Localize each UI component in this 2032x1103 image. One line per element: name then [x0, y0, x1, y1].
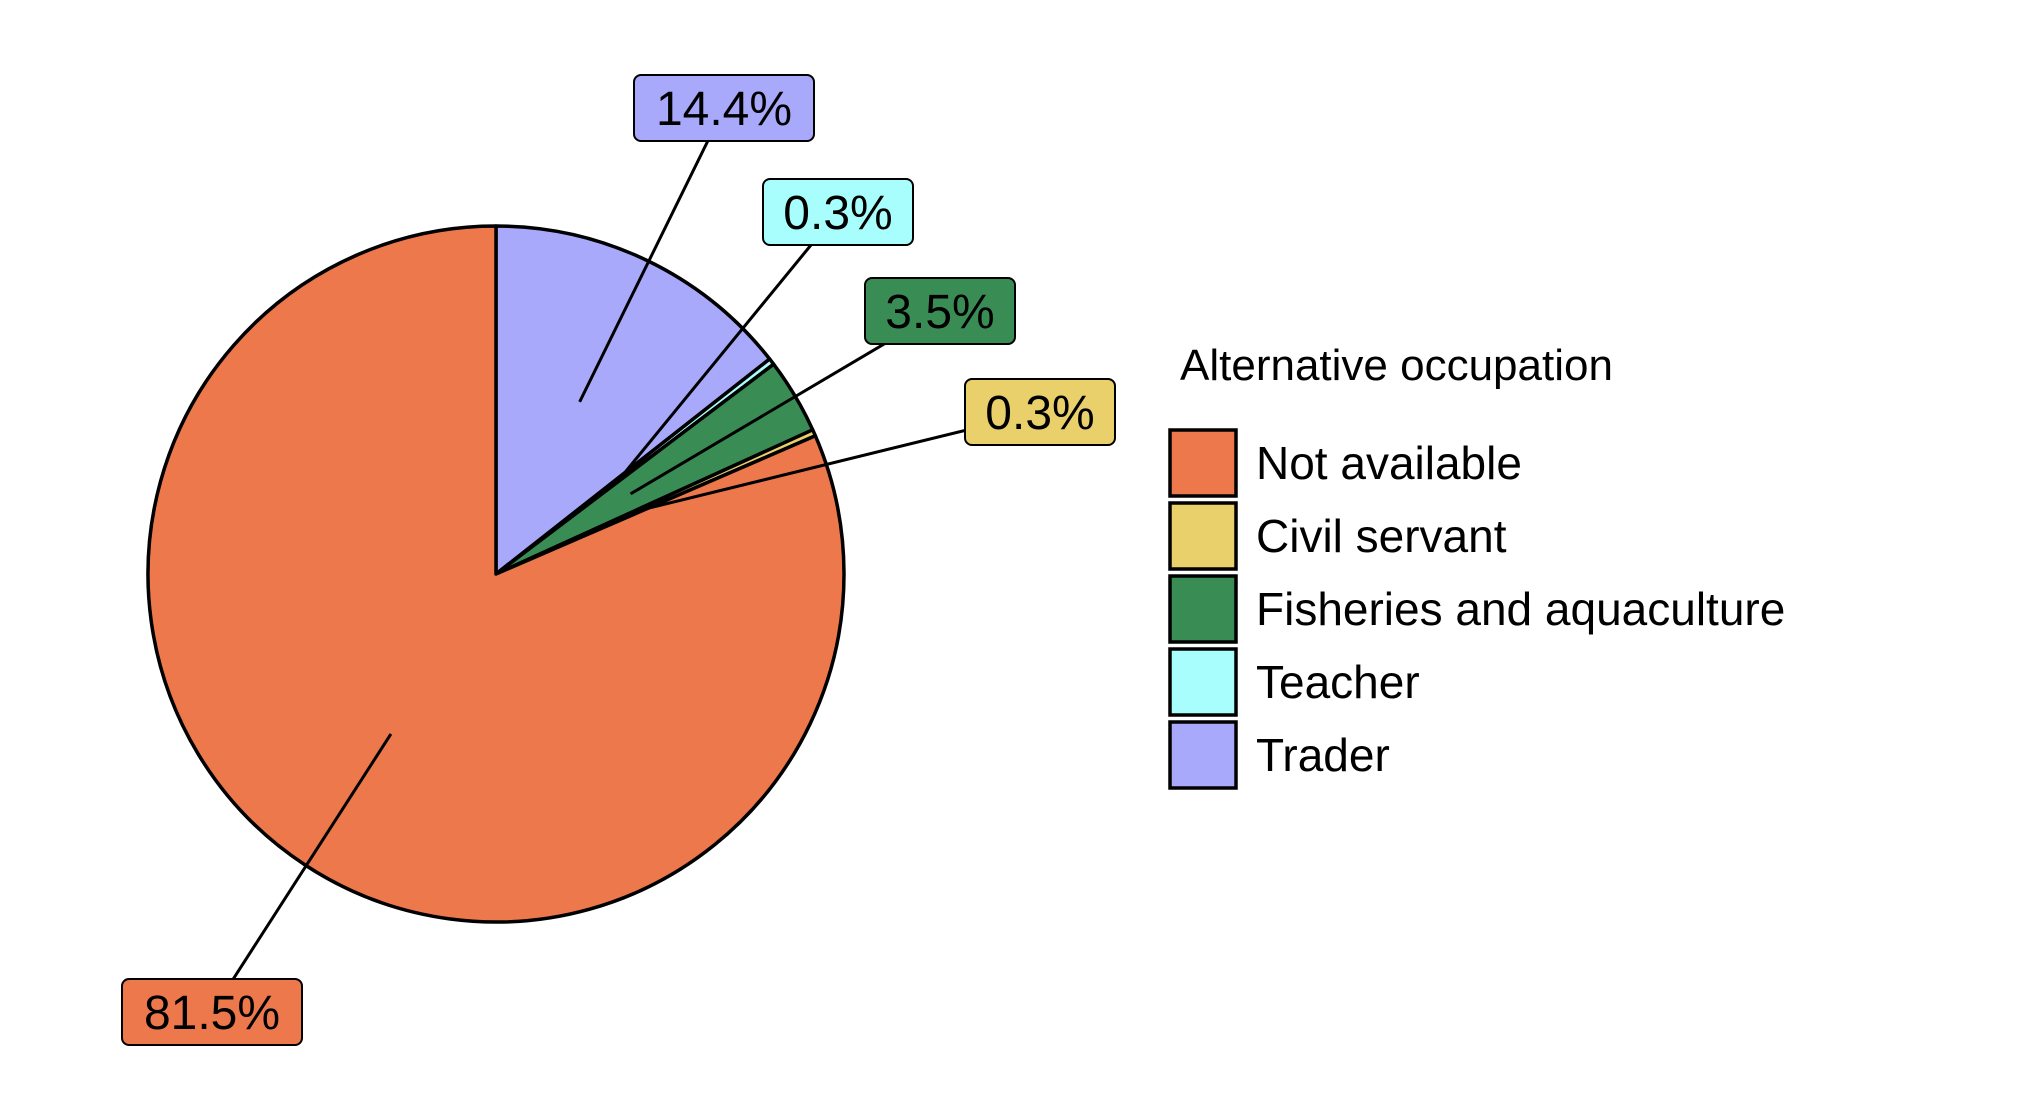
- legend-swatch: [1168, 428, 1238, 498]
- legend-item-not-available: Not available: [1168, 428, 1522, 498]
- legend-item-teacher: Teacher: [1168, 647, 1420, 717]
- data-label-civil-servant: 0.3%: [964, 378, 1116, 446]
- data-label-teacher: 0.3%: [762, 178, 914, 246]
- data-label-fisheries-and-aquaculture: 3.5%: [864, 277, 1016, 345]
- data-label-box: [121, 978, 303, 1046]
- legend-item-trader: Trader: [1168, 720, 1390, 790]
- data-label-box: [864, 277, 1016, 345]
- legend-swatch: [1168, 574, 1238, 644]
- leader-line-teacher: [618, 211, 840, 480]
- data-label-box: [964, 378, 1116, 446]
- legend-label: Trader: [1256, 729, 1390, 781]
- legend-title: Alternative occupation: [1180, 341, 1613, 390]
- leader-line-trader: [578, 107, 726, 403]
- legend-item-civil-servant: Civil servant: [1168, 501, 1507, 571]
- legend-label: Teacher: [1256, 656, 1420, 708]
- legend-label: Civil servant: [1256, 510, 1507, 562]
- pie-slices: [146, 224, 846, 924]
- data-label-text: 14.4%: [656, 83, 792, 136]
- legend-swatch: [1168, 647, 1238, 717]
- data-label-text: 0.3%: [985, 387, 1094, 440]
- slice-labels: 81.5% 0.3% 3.5% 0.3% 14.4%: [121, 74, 1116, 1046]
- data-label-text: 3.5%: [885, 286, 994, 339]
- data-label-box: [633, 74, 815, 142]
- legend: Alternative occupation Not available Civi…: [1168, 341, 1785, 790]
- legend-swatch: [1168, 720, 1238, 790]
- legend-item-fisheries-and-aquaculture: Fisheries and aquaculture: [1168, 574, 1785, 644]
- legend-swatch: [1168, 501, 1238, 571]
- data-label-text: 0.3%: [783, 187, 892, 240]
- leader-line-not-available: [210, 733, 393, 1013]
- data-label-text: 81.5%: [144, 987, 280, 1040]
- data-label-trader: 14.4%: [633, 74, 815, 142]
- legend-label: Not available: [1256, 437, 1522, 489]
- data-label-not-available: 81.5%: [121, 978, 303, 1046]
- legend-label: Fisheries and aquaculture: [1256, 583, 1785, 635]
- data-label-box: [762, 178, 914, 246]
